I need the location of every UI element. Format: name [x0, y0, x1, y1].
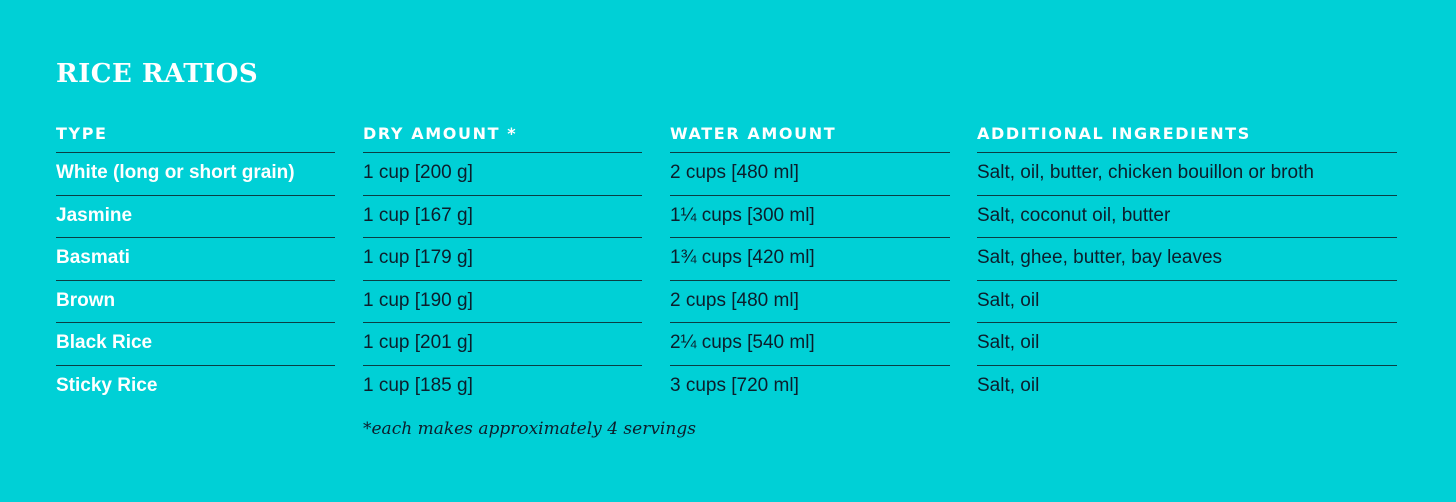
table-cell-dry-amount: 1 cup [179 g] — [363, 238, 642, 281]
table-cell-additional-ingredients: Salt, oil — [977, 281, 1397, 323]
table-cell-type: Sticky Rice — [56, 374, 158, 396]
column-header-additional-ingredients: ADDITIONAL INGREDIENTS — [977, 118, 1397, 153]
column-dry-amount: DRY AMOUNT * 1 cup [200 g] 1 cup [167 g]… — [363, 118, 642, 408]
table-cell-type: Black Rice — [56, 323, 335, 366]
table-cell-water-amount: 2 cups [480 ml] — [670, 281, 950, 323]
column-header-water-amount: WATER AMOUNT — [670, 118, 950, 153]
table-cell-type: White (long or short grain) — [56, 153, 335, 196]
table-cell-water-amount: 2 cups [480 ml] — [670, 153, 950, 196]
column-header-dry-amount: DRY AMOUNT * — [363, 118, 642, 153]
table-cell-dry-amount: 1 cup [185 g] — [363, 374, 473, 396]
table-cell-type: Basmati — [56, 238, 335, 281]
table-cell-additional-ingredients: Salt, oil — [977, 323, 1397, 366]
table-cell-additional-ingredients: Salt, ghee, butter, bay leaves — [977, 238, 1397, 281]
table-cell-dry-amount: 1 cup [200 g] — [363, 153, 642, 196]
table-cell-additional-ingredients: Salt, coconut oil, butter — [977, 196, 1397, 238]
table-cell-water-amount: 3 cups [720 ml] — [670, 374, 799, 396]
table-cell-additional-ingredients: Salt, oil, butter, chicken bouillon or b… — [977, 153, 1397, 196]
column-water-amount: WATER AMOUNT 2 cups [480 ml] 1¼ cups [30… — [670, 118, 950, 408]
column-type: TYPE White (long or short grain) Jasmine… — [56, 118, 335, 408]
table-cell-dry-amount: 1 cup [167 g] — [363, 196, 642, 238]
column-additional-ingredients: ADDITIONAL INGREDIENTS Salt, oil, butter… — [977, 118, 1397, 408]
table-cell-water-amount: 1¾ cups [420 ml] — [670, 238, 950, 281]
footnote: *each makes approximately 4 servings — [363, 419, 696, 439]
table-cell-additional-ingredients: Salt, oil — [977, 374, 1040, 396]
column-header-type: TYPE — [56, 118, 335, 153]
table-cell-type: Jasmine — [56, 196, 335, 238]
table-cell-type: Brown — [56, 281, 335, 323]
table-cell-water-amount: 2¼ cups [540 ml] — [670, 323, 950, 366]
table-cell-dry-amount: 1 cup [190 g] — [363, 281, 642, 323]
page-title: RICE RATIOS — [56, 59, 259, 89]
table-cell-water-amount: 1¼ cups [300 ml] — [670, 196, 950, 238]
table-cell-dry-amount: 1 cup [201 g] — [363, 323, 642, 366]
